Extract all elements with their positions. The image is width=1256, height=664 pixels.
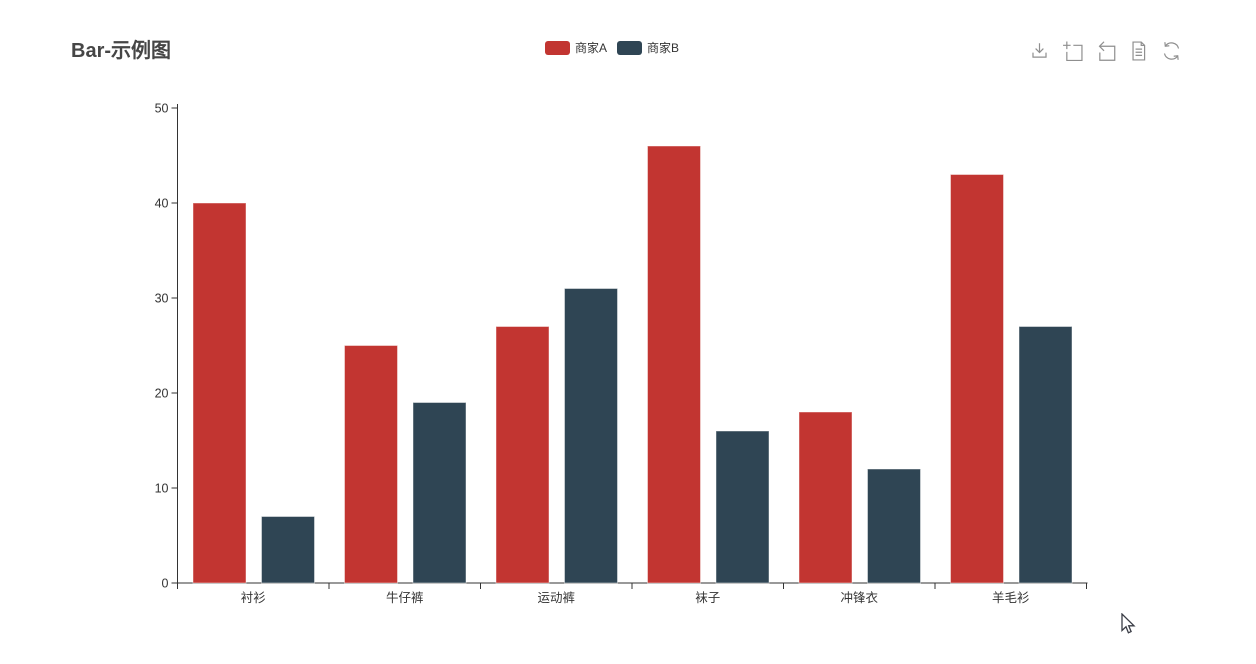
bar-商家A-羊毛衫[interactable]	[950, 174, 1004, 584]
bar-商家A-冲锋衣[interactable]	[798, 411, 853, 584]
x-category-label: 羊毛衫	[992, 590, 1030, 605]
legend-swatch-merchant-a	[545, 41, 570, 55]
bar-商家A-牛仔裤[interactable]	[344, 345, 398, 584]
bar-商家A-运动裤[interactable]	[495, 326, 550, 584]
x-category-label: 冲锋衣	[840, 590, 878, 605]
x-category-label: 运动裤	[537, 591, 575, 605]
x-category-label: 袜子	[695, 591, 720, 605]
data-zoom-icon[interactable]	[1062, 40, 1083, 62]
bar-商家B-牛仔裤[interactable]	[412, 402, 467, 584]
legend: 商家A 商家B	[545, 41, 689, 55]
legend-swatch-merchant-b	[617, 41, 643, 55]
bar-商家A-袜子[interactable]	[647, 145, 701, 584]
legend-item-merchant-b[interactable]: 商家B	[617, 41, 679, 55]
y-tick-label: 50	[155, 102, 169, 116]
bar-商家B-袜子[interactable]	[715, 430, 770, 584]
bar-商家B-运动裤[interactable]	[564, 288, 618, 584]
chart-title: Bar-示例图	[71, 40, 172, 62]
y-tick-label: 20	[155, 387, 169, 401]
bar-商家B-冲锋衣[interactable]	[867, 468, 921, 584]
bar-商家B-衬衫[interactable]	[261, 516, 315, 584]
bar-商家A-衬衫[interactable]	[192, 202, 247, 584]
data-view-icon[interactable]	[1128, 40, 1149, 62]
legend-label: 商家A	[575, 41, 608, 55]
legend-item-merchant-a[interactable]: 商家A	[545, 41, 607, 55]
y-tick-label: 30	[155, 292, 169, 306]
toolbox	[1029, 40, 1182, 62]
x-category-label: 牛仔裤	[386, 590, 424, 605]
y-tick-label: 10	[155, 482, 169, 496]
refresh-icon[interactable]	[1161, 40, 1182, 62]
zoom-restore-icon[interactable]	[1095, 40, 1116, 62]
y-tick-label: 0	[162, 577, 169, 591]
x-category-label: 衬衫	[241, 591, 266, 605]
y-tick-label: 40	[155, 197, 169, 211]
bar-商家B-羊毛衫[interactable]	[1018, 326, 1073, 584]
save-as-image-icon[interactable]	[1029, 40, 1050, 62]
legend-label: 商家B	[647, 41, 680, 55]
